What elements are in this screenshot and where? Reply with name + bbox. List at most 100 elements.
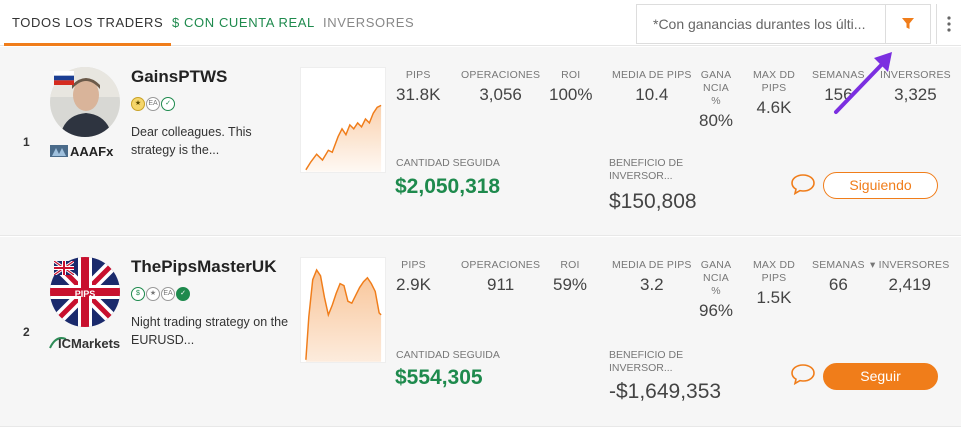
trader-name[interactable]: GainsPTWS: [131, 67, 228, 86]
value-roi: 59%: [553, 275, 588, 294]
stat-pips: PIPS 31.8K: [396, 69, 440, 105]
label-weeks: SEMANAS: [812, 259, 865, 271]
value-roi: 100%: [549, 85, 593, 104]
value-operations: 911: [487, 275, 515, 294]
value-win-pct: 80%: [698, 111, 734, 130]
vertical-dots-icon: [947, 16, 951, 32]
stat-investors-sorted[interactable]: ▾ INVERSORES 2,419: [870, 259, 949, 295]
following-button[interactable]: Siguiendo: [823, 172, 938, 199]
trader-description: Night trading strategy on the EURUSD...: [131, 315, 289, 347]
label-roi: ROI: [561, 69, 581, 81]
value-max-dd: 1.5K: [756, 288, 792, 307]
value-avg-pips: 10.4: [635, 85, 669, 104]
label-avg-pips: MEDIA DE PIPS: [612, 69, 692, 81]
label-pips: PIPS: [401, 259, 426, 271]
label-operations: OPERACIONES: [461, 259, 541, 271]
label-investor-profit: BENEFICIO DE INVERSOR...: [609, 157, 699, 183]
label-investor-profit-1: BENEFICIO DE: [609, 157, 684, 169]
tab-investors[interactable]: INVERSORES: [323, 15, 415, 30]
value-investor-profit: -$1,649,353: [609, 380, 722, 403]
funnel-icon: [902, 18, 914, 29]
trader-row[interactable]: 2 PIPS ICMarkets ThePipsMasterUK $ ★ EA …: [0, 237, 961, 427]
annotation-arrow-icon: [834, 52, 892, 114]
label-maxdd-2: PIPS: [761, 82, 787, 94]
label-pips: PIPS: [405, 69, 431, 81]
label-win-2: NCIA: [703, 82, 729, 94]
rank-number: 2: [23, 325, 30, 339]
filter-button[interactable]: [885, 4, 931, 44]
star-icon: ★: [146, 287, 160, 301]
stat-roi: ROI 100%: [549, 69, 592, 105]
label-maxdd-2: PIPS: [761, 272, 787, 284]
label-amount-followed: CANTIDAD SEGUIDA: [396, 157, 500, 169]
broker-logo: AAAFx: [48, 143, 123, 159]
value-max-dd: 4.6K: [756, 98, 792, 117]
verified-check-icon: ✓: [176, 287, 190, 301]
label-weeks: SEMANAS: [812, 69, 865, 81]
rank-number: 1: [23, 135, 30, 149]
label-investors: INVERSORES: [880, 69, 951, 81]
broker-name: ICMarkets: [58, 336, 120, 351]
label-roi: ROI: [560, 259, 580, 271]
stat-avg-pips: MEDIA DE PIPS 3.2: [612, 259, 692, 295]
stat-avg-pips: MEDIA DE PIPS 10.4: [612, 69, 692, 105]
stat-pips: PIPS 2.9K: [396, 259, 431, 295]
stat-operations: OPERACIONES 3,056: [461, 69, 540, 105]
value-amount-followed: $2,050,318: [395, 175, 501, 198]
value-weeks: 66: [828, 275, 848, 294]
svg-text:PIPS: PIPS: [75, 289, 96, 299]
value-amount-followed: $554,305: [395, 366, 483, 389]
badge-group: ★ EA ✓: [131, 97, 175, 111]
label-investor-profit-2: INVERSOR...: [609, 170, 673, 182]
trader-description: Dear colleagues. This strategy is the...: [131, 125, 252, 157]
chat-bubble-icon[interactable]: [790, 173, 816, 195]
russia-flag-icon: [54, 71, 74, 85]
value-operations: 3,056: [479, 85, 522, 104]
label-investor-profit-1: BENEFICIO DE: [609, 349, 684, 361]
value-investor-profit: $150,808: [609, 190, 697, 213]
stat-weeks: SEMANAS 156: [812, 69, 865, 105]
label-investor-profit-2: INVERSOR...: [609, 362, 673, 374]
ea-icon: EA: [161, 287, 175, 301]
performance-sparkline: [300, 257, 386, 363]
tab-all-traders[interactable]: TODOS LOS TRADERS: [3, 0, 172, 46]
broker-name: AAAFx: [70, 144, 114, 159]
stat-roi: ROI 59%: [553, 259, 587, 295]
dollar-icon: $: [131, 287, 145, 301]
broker-logo: ICMarkets: [48, 333, 123, 351]
stat-investors: INVERSORES 3,325: [880, 69, 951, 105]
stat-max-dd: MAX DD PIPS 4.6K: [752, 69, 796, 118]
ea-icon: EA: [146, 97, 160, 111]
badge-group: $ ★ EA ✓: [131, 287, 190, 301]
label-win-3: %: [711, 95, 721, 107]
check-icon: ✓: [161, 97, 175, 111]
stat-win-pct: GANA NCIA % 96%: [698, 259, 734, 321]
label-investors-sort[interactable]: ▾ INVERSORES: [870, 259, 950, 271]
value-win-pct: 96%: [698, 301, 734, 320]
trader-name[interactable]: ThePipsMasterUK: [131, 257, 277, 276]
search-input[interactable]: *Con ganancias durantes los últi...: [636, 4, 886, 44]
more-options-button[interactable]: [936, 4, 961, 44]
label-win-1: GANA: [700, 69, 732, 81]
value-investors: 3,325: [894, 85, 937, 104]
follow-button[interactable]: Seguir: [823, 363, 938, 390]
label-maxdd-1: MAX DD: [752, 259, 796, 271]
uk-flag-icon: [54, 261, 74, 275]
header-bar: TODOS LOS TRADERS $ CON CUENTA REAL INVE…: [0, 0, 961, 46]
stat-max-dd: MAX DD PIPS 1.5K: [752, 259, 796, 308]
trader-row[interactable]: 1 AAAFx GainsPTWS ★ EA ✓ Dear colleagues…: [0, 47, 961, 236]
performance-sparkline: [300, 67, 386, 173]
medal-icon: ★: [131, 97, 145, 111]
label-win-2: NCIA: [703, 272, 729, 284]
stat-weeks: SEMANAS 66: [812, 259, 865, 295]
label-operations: OPERACIONES: [461, 69, 541, 81]
label-win-3: %: [711, 285, 721, 297]
value-weeks: 156: [824, 85, 853, 104]
value-pips: 31.8K: [396, 85, 441, 104]
label-investor-profit: BENEFICIO DE INVERSOR...: [609, 349, 699, 375]
chat-bubble-icon[interactable]: [790, 363, 816, 385]
value-avg-pips: 3.2: [639, 275, 664, 294]
label-maxdd-1: MAX DD: [752, 69, 796, 81]
value-pips: 2.9K: [396, 275, 431, 294]
tab-real-account[interactable]: $ CON CUENTA REAL: [172, 15, 315, 30]
